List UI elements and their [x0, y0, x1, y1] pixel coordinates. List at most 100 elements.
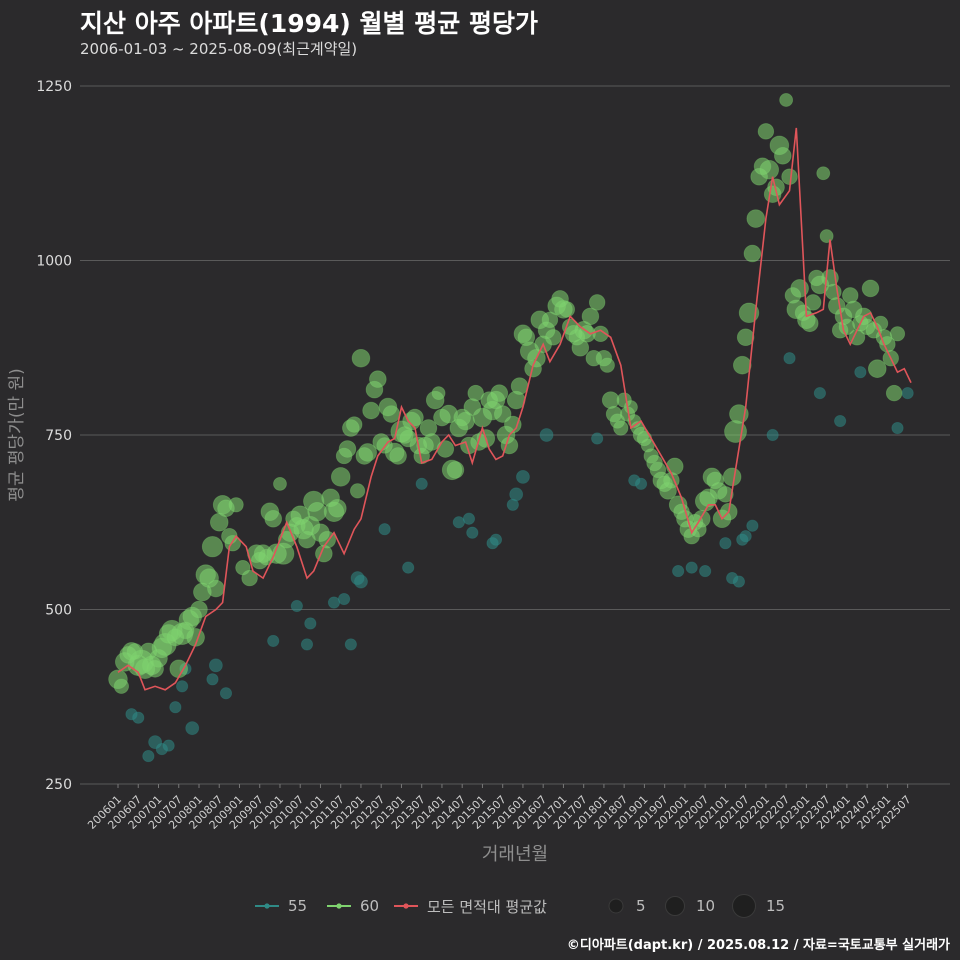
legend-size-15: 15: [730, 893, 785, 919]
data-point-60: [717, 486, 734, 503]
data-point-60: [504, 415, 522, 434]
data-point-60: [581, 307, 600, 326]
data-point-60: [693, 509, 711, 528]
size-label-15: 15: [766, 897, 786, 915]
data-point-55: [783, 352, 796, 365]
data-point-60: [362, 401, 380, 420]
data-point-55: [489, 533, 503, 546]
data-point-55: [354, 574, 368, 589]
data-point-60: [541, 311, 559, 329]
data-point-55: [719, 537, 732, 550]
data-point-55: [290, 599, 303, 613]
x-axis-label: 거래년월: [482, 844, 548, 865]
data-point-55: [300, 638, 314, 651]
data-point-55: [854, 366, 867, 379]
data-point-60: [743, 244, 762, 263]
data-point-60: [613, 420, 629, 436]
data-point-60: [601, 391, 620, 409]
data-point-55: [402, 561, 415, 574]
y-tick-label: 750: [45, 428, 72, 444]
y-tick-label: 500: [45, 603, 72, 619]
data-point-60: [201, 536, 224, 558]
data-point-55: [891, 421, 904, 435]
size-label-5: 5: [636, 897, 646, 915]
y-tick-label: 1000: [36, 254, 72, 270]
data-point-60: [358, 443, 377, 462]
y-tick-label: 1250: [36, 79, 72, 95]
data-point-55: [466, 526, 479, 539]
mean-line: [117, 127, 912, 691]
data-point-60: [406, 408, 424, 427]
data-point-60: [804, 294, 822, 311]
legend-swatch-mean: [394, 903, 418, 909]
data-point-60: [273, 476, 287, 491]
size-circle-5: [608, 898, 624, 914]
data-point-60: [819, 229, 834, 243]
legend-swatch-55: [255, 903, 279, 909]
data-point-60: [867, 359, 887, 378]
data-point-55: [162, 739, 175, 752]
series-55-points: [125, 352, 914, 763]
data-point-60: [328, 499, 347, 518]
data-point-60: [351, 348, 371, 368]
data-point-55: [344, 638, 357, 651]
data-point-55: [516, 469, 530, 484]
legend-size-5: 5: [604, 893, 646, 919]
data-point-55: [591, 432, 604, 445]
data-point-60: [781, 168, 798, 185]
legend-item-60[interactable]: 60: [326, 893, 379, 919]
data-point-60: [746, 209, 766, 228]
grid-lines: [80, 85, 950, 785]
data-point-55: [509, 487, 524, 502]
data-point-60: [759, 160, 780, 180]
data-point-55: [176, 680, 189, 693]
data-point-55: [699, 565, 712, 578]
data-point-60: [722, 467, 742, 487]
data-point-60: [510, 377, 529, 395]
chart-subtitle: 2006-01-03 ~ 2025-08-09(최근계약일): [80, 40, 358, 58]
data-point-55: [169, 701, 182, 714]
data-point-60: [338, 440, 357, 458]
legend-item-mean[interactable]: 모든 면적대 평균값: [393, 893, 547, 919]
data-point-60: [757, 123, 775, 140]
data-point-60: [816, 166, 831, 181]
legend-size-10: 10: [662, 893, 715, 919]
data-point-55: [327, 596, 341, 609]
data-point-60: [571, 338, 590, 357]
data-point-60: [228, 497, 244, 513]
legend: 55 60 모든 면적대 평균값 5 10 15: [0, 893, 960, 919]
data-point-60: [436, 440, 455, 458]
data-point-55: [206, 673, 219, 686]
data-point-60: [241, 569, 258, 587]
data-point-60: [885, 384, 903, 402]
data-point-55: [834, 414, 847, 428]
data-point-60: [588, 294, 606, 311]
data-point-55: [415, 477, 428, 490]
data-point-60: [431, 386, 446, 401]
y-tick-label: 250: [45, 777, 72, 793]
data-point-60: [369, 370, 387, 388]
data-point-60: [330, 467, 351, 487]
data-point-55: [732, 575, 745, 588]
data-point-60: [732, 355, 752, 375]
data-point-55: [338, 592, 351, 606]
size-circle-10: [665, 896, 685, 916]
data-point-55: [378, 523, 391, 536]
data-point-55: [219, 687, 233, 700]
data-point-60: [113, 678, 129, 694]
data-point-55: [901, 387, 914, 400]
size-circle-15: [732, 894, 756, 918]
data-point-60: [467, 384, 484, 402]
data-point-60: [264, 509, 282, 528]
data-point-60: [736, 328, 755, 347]
x-axis-ticks: 2006012006072007012007072008012008072009…: [85, 784, 914, 832]
y-axis-label: 평균 평당가(만 원): [7, 368, 27, 502]
data-point-55: [634, 477, 648, 490]
data-point-60: [889, 326, 906, 342]
legend-item-55[interactable]: 55: [254, 893, 307, 919]
data-point-55: [185, 721, 200, 736]
y-axis-ticks: 250 500 750 1000 1250: [36, 79, 72, 793]
data-point-55: [462, 512, 476, 525]
data-point-60: [349, 483, 366, 499]
